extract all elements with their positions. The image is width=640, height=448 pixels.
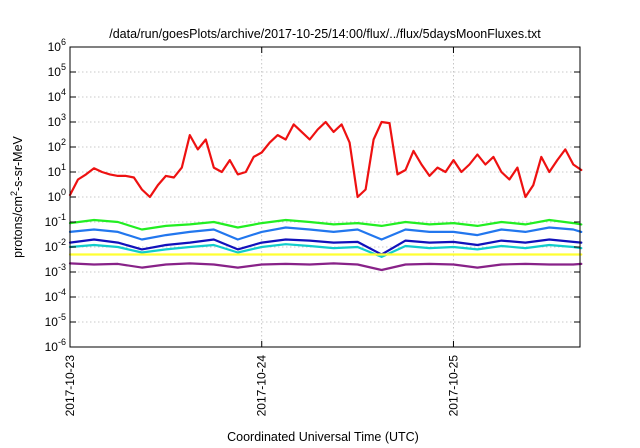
y-tick-exp: 4 [61,87,66,97]
y-tick-base: 10 [48,40,62,54]
y-tick-label: 103 [48,112,66,129]
y-tick-base: 10 [45,240,59,254]
y-tick-exp: 3 [61,112,66,122]
y-axis-label-main: protons/cm [11,196,25,258]
x-tick-label: 2017-10-24 [255,355,269,417]
series-line-7 [68,262,583,272]
series-line-3 [68,226,583,241]
y-axis: 10-610-510-410-310-210-11001011021031041… [45,37,580,354]
series-line-2 [68,218,583,231]
x-tick-label: 2017-10-23 [63,355,77,417]
y-tick-exp: -2 [58,237,66,247]
y-tick-label: 106 [48,37,66,54]
y-axis-label: protons/cm2-s-sr-MeV [9,135,25,257]
y-tick-base: 10 [45,265,59,279]
y-tick-exp: 5 [61,62,66,72]
y-tick-base: 10 [45,340,59,354]
y-tick-label: 10-2 [45,237,66,254]
series-line-5 [68,243,583,258]
y-tick-label: 10-1 [45,212,66,229]
y-tick-base: 10 [45,315,59,329]
y-tick-label: 105 [48,62,66,79]
x-tick-label: 2017-10-25 [446,355,460,417]
y-tick-exp: -5 [58,312,66,322]
y-tick-base: 10 [48,65,62,79]
y-tick-label: 10-4 [45,287,66,304]
y-tick-label: 101 [48,162,66,179]
x-axis-label: Coordinated Universal Time (UTC) [227,430,419,444]
series-line-4 [68,238,583,256]
series-group [68,120,583,272]
y-tick-exp: -6 [58,337,66,347]
chart-title: /data/run/goesPlots/archive/2017-10-25/1… [109,27,541,41]
y-tick-base: 10 [48,115,62,129]
grid [70,47,580,347]
y-tick-label: 100 [48,187,66,204]
y-tick-label: 10-6 [45,337,66,354]
y-tick-exp: 0 [61,187,66,197]
y-tick-base: 10 [48,165,62,179]
series-line-1 [68,120,583,199]
y-tick-label: 10-5 [45,312,66,329]
y-tick-label: 10-3 [45,262,66,279]
y-tick-base: 10 [45,290,59,304]
y-axis-label-rest: -s-sr-MeV [11,135,25,191]
y-tick-exp: 2 [61,137,66,147]
y-tick-label: 104 [48,87,66,104]
y-tick-exp: -3 [58,262,66,272]
y-tick-exp: 1 [61,162,66,172]
y-tick-label: 102 [48,137,66,154]
y-tick-exp: -4 [58,287,66,297]
y-tick-exp: 6 [61,37,66,47]
y-tick-base: 10 [48,90,62,104]
y-tick-base: 10 [48,190,62,204]
y-tick-exp: -1 [58,212,66,222]
y-axis-label-sup: 2 [9,191,19,196]
y-tick-base: 10 [48,140,62,154]
y-tick-base: 10 [45,215,59,229]
x-axis: 2017-10-23 2017-10-24 2017-10-25 [63,47,460,416]
